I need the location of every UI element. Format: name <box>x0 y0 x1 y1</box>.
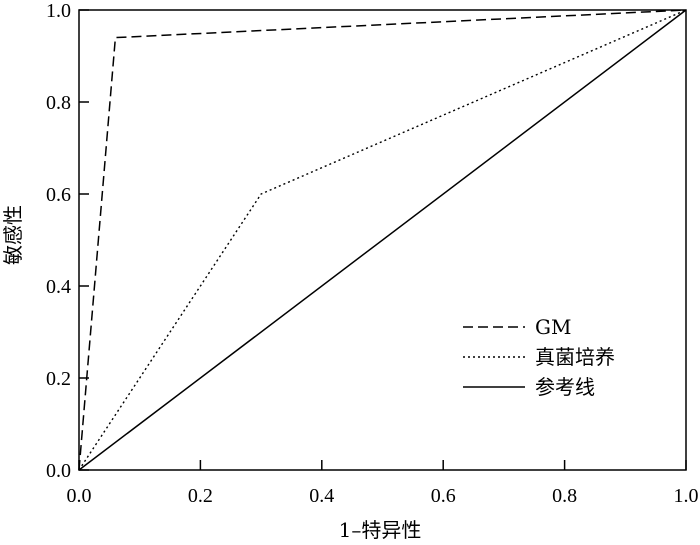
y-axis-ticks: 0.0 0.2 0.4 0.6 0.8 1.0 <box>46 0 89 482</box>
x-tick-label: 1.0 <box>674 485 699 507</box>
y-tick-label: 0.4 <box>46 276 71 298</box>
x-tick-label: 0.4 <box>309 485 334 507</box>
series-lines <box>78 9 687 471</box>
x-axis-label: 1–特异性 <box>339 518 422 542</box>
x-tick-label: 0.8 <box>552 485 577 507</box>
y-tick-label: 0.0 <box>46 460 71 482</box>
legend-label-1: 真菌培养 <box>535 345 615 369</box>
plot-frame <box>78 9 687 471</box>
series-line-1 <box>78 9 687 471</box>
y-tick-label: 0.6 <box>46 184 71 206</box>
legend-label-2: 参考线 <box>535 375 595 399</box>
y-tick-label: 0.8 <box>46 92 71 114</box>
y-axis-label: 敏感性 <box>1 205 25 265</box>
x-tick-label: 0.2 <box>188 485 213 507</box>
y-tick-label: 0.2 <box>46 368 71 390</box>
series-line-0 <box>78 9 687 471</box>
series-line-2 <box>78 9 687 471</box>
y-tick-label: 1.0 <box>46 0 71 22</box>
x-axis-ticks: 0.0 0.2 0.4 0.6 0.8 1.0 <box>67 460 699 507</box>
x-tick-label: 0.0 <box>67 485 92 507</box>
plot-border <box>78 9 687 471</box>
x-tick-label: 0.6 <box>431 485 456 507</box>
legend-label-0: GM <box>535 315 571 339</box>
